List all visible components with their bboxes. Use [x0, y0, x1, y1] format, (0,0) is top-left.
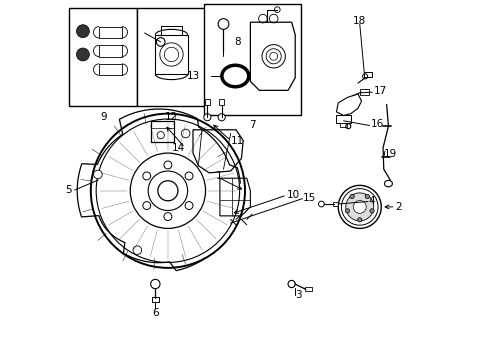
- Circle shape: [158, 181, 178, 201]
- Bar: [333, 202, 338, 206]
- Text: 2: 2: [395, 202, 402, 212]
- Text: 19: 19: [384, 149, 397, 159]
- Bar: [152, 297, 159, 302]
- Bar: [99, 27, 122, 38]
- Text: 1: 1: [216, 171, 223, 181]
- Circle shape: [342, 189, 378, 225]
- Circle shape: [358, 218, 362, 222]
- Circle shape: [76, 48, 89, 61]
- Circle shape: [204, 114, 211, 121]
- Circle shape: [164, 161, 172, 169]
- Bar: [69, 8, 137, 107]
- Circle shape: [157, 132, 164, 139]
- Text: 7: 7: [249, 121, 255, 130]
- Bar: [99, 45, 122, 57]
- Text: 16: 16: [370, 120, 384, 129]
- Bar: [137, 8, 205, 107]
- Text: 8: 8: [234, 37, 241, 47]
- Text: 4: 4: [368, 196, 375, 206]
- Circle shape: [94, 170, 102, 179]
- Circle shape: [350, 194, 354, 199]
- Bar: [155, 35, 188, 74]
- Bar: [219, 99, 224, 105]
- Circle shape: [181, 129, 190, 138]
- Text: 9: 9: [100, 112, 107, 122]
- Circle shape: [345, 209, 350, 213]
- Circle shape: [143, 202, 151, 210]
- Bar: [204, 4, 300, 116]
- Circle shape: [370, 209, 374, 213]
- Bar: [305, 287, 312, 291]
- Bar: [340, 123, 347, 127]
- Text: 13: 13: [187, 71, 200, 81]
- Circle shape: [365, 194, 369, 199]
- Bar: [99, 64, 122, 75]
- Circle shape: [353, 201, 366, 213]
- Text: 10: 10: [287, 190, 300, 200]
- Text: 18: 18: [353, 17, 367, 27]
- Circle shape: [185, 202, 193, 210]
- Bar: [337, 116, 351, 123]
- Bar: [205, 99, 210, 105]
- Bar: [365, 72, 372, 77]
- Bar: [360, 89, 368, 95]
- Text: 14: 14: [172, 143, 185, 153]
- Text: 12: 12: [165, 112, 178, 122]
- Text: 11: 11: [231, 136, 244, 145]
- Circle shape: [338, 185, 381, 228]
- Circle shape: [76, 25, 89, 38]
- Circle shape: [218, 114, 225, 121]
- Circle shape: [346, 193, 374, 221]
- Text: 15: 15: [302, 193, 316, 203]
- Circle shape: [133, 246, 142, 255]
- Circle shape: [185, 172, 193, 180]
- Text: 5: 5: [66, 185, 72, 195]
- Circle shape: [318, 201, 324, 207]
- Text: 17: 17: [373, 86, 387, 96]
- Circle shape: [164, 213, 172, 221]
- Text: 3: 3: [295, 290, 302, 300]
- Circle shape: [143, 172, 151, 180]
- Text: 6: 6: [152, 309, 159, 318]
